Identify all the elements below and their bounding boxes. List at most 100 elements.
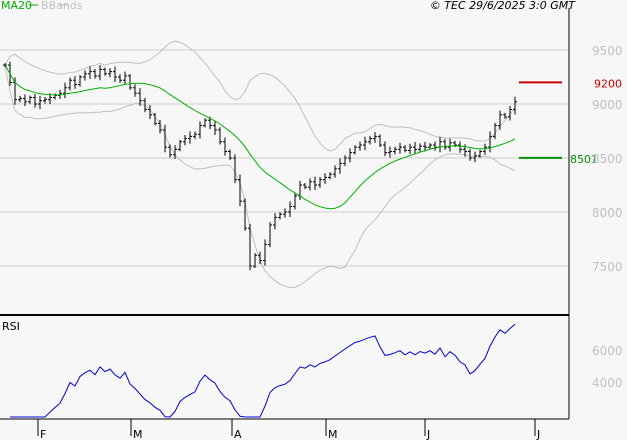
- ohlc-bar: [233, 154, 237, 184]
- ohlc-bar: [398, 142, 402, 154]
- ohlc-bar: [438, 136, 442, 153]
- price-tick-label: 7500: [592, 260, 623, 274]
- month-label: F: [40, 428, 46, 440]
- ohlc-bar: [353, 145, 357, 155]
- ohlc-bar: [103, 67, 107, 76]
- price-tick-label: 8000: [592, 206, 623, 220]
- ohlc-bar: [323, 173, 327, 184]
- ohlc-bar: [73, 75, 77, 89]
- ohlc-bar: [123, 71, 127, 85]
- ohlc-bar: [28, 95, 32, 104]
- ohlc-bar: [373, 132, 377, 143]
- ohlc-bar: [23, 94, 27, 107]
- ohlc-bar: [478, 149, 482, 158]
- ohlc-bar: [268, 222, 272, 248]
- ohlc-bar: [93, 68, 97, 79]
- ohlc-bar: [363, 136, 367, 151]
- ohlc-bar: [238, 174, 242, 207]
- ohlc-bar: [98, 65, 102, 81]
- ohlc-bar: [83, 70, 87, 81]
- rsi-line: [10, 323, 516, 418]
- ohlc-bar: [368, 135, 372, 145]
- ohlc-bar: [348, 148, 352, 163]
- month-label: J: [426, 428, 430, 440]
- ohlc-bar: [513, 96, 517, 115]
- ohlc-bar: [378, 134, 382, 147]
- ohlc-bar: [118, 74, 122, 83]
- ohlc-bar: [228, 149, 232, 160]
- resistance-level-label: 9200: [594, 77, 622, 90]
- ohlc-bar: [273, 213, 277, 230]
- ohlc-bar: [308, 178, 312, 191]
- ohlc-bar: [383, 141, 387, 157]
- month-label: J: [536, 428, 540, 440]
- ohlc-bar: [158, 119, 162, 134]
- price-tick-label: 8500: [592, 152, 623, 166]
- ohlc-bar: [503, 112, 507, 119]
- ohlc-bar: [18, 95, 22, 103]
- rsi-tick-label: 6000: [592, 344, 623, 358]
- ohlc-bar: [303, 183, 307, 190]
- ohlc-bar: [423, 141, 427, 152]
- ohlc-bar: [413, 142, 417, 155]
- ohlc-bar: [33, 94, 37, 108]
- ohlc-bar: [108, 68, 112, 78]
- ohlc-bar: [88, 66, 92, 79]
- ohlc-bar: [388, 146, 392, 158]
- ohlc-bar: [338, 158, 342, 174]
- ohlc-bar: [203, 118, 207, 128]
- month-label: A: [234, 428, 242, 440]
- ohlc-bar: [128, 73, 132, 90]
- ohlc-bar: [258, 251, 262, 265]
- bband-upper: [4, 40, 516, 152]
- ohlc-bar: [433, 141, 437, 151]
- ohlc-bar: [293, 193, 297, 210]
- ohlc-bar: [408, 143, 412, 154]
- ohlc-bar: [113, 66, 117, 83]
- month-label: M: [133, 428, 143, 440]
- ohlc-bar: [248, 223, 252, 271]
- ohlc-bar: [288, 201, 292, 218]
- ohlc-bar: [143, 98, 147, 113]
- ohlc-bar: [343, 155, 347, 167]
- ohlc-bar: [403, 145, 407, 153]
- ohlc-bar: [178, 139, 182, 152]
- ohlc-bar: [283, 208, 287, 218]
- ohlc-bar: [63, 82, 67, 99]
- ohlc-bar: [358, 141, 362, 151]
- month-label: M: [328, 428, 338, 440]
- ohlc-bar: [468, 148, 472, 161]
- ma20-line: [4, 64, 516, 210]
- ohlc-bar: [508, 105, 512, 121]
- ohlc-bar: [153, 112, 157, 126]
- ohlc-bar: [198, 121, 202, 139]
- ohlc-bar: [138, 88, 142, 106]
- rsi-tick-label: 4000: [592, 376, 623, 390]
- ohlc-bar: [428, 143, 432, 150]
- legend-ma20: MA20: [1, 0, 32, 12]
- ohlc-bar: [148, 105, 152, 120]
- ohlc-bar: [493, 122, 497, 140]
- support-level-label: 8501: [570, 153, 598, 166]
- ohlc-bar: [68, 77, 72, 91]
- ohlc-bar: [498, 110, 502, 130]
- ohlc-bar: [253, 253, 257, 268]
- ohlc-bar: [163, 124, 167, 153]
- ohlc-bar: [483, 143, 487, 156]
- ohlc-bar: [133, 84, 137, 97]
- ohlc-bar: [448, 138, 452, 152]
- ohlc-bar: [333, 165, 337, 178]
- ohlc-bar: [313, 176, 317, 191]
- ohlc-bar: [78, 75, 82, 87]
- ohlc-bar: [183, 135, 187, 146]
- ohlc-bar: [193, 131, 197, 140]
- ohlc-bar: [188, 131, 192, 144]
- ohlc-bar: [418, 143, 422, 153]
- ohlc-bar: [38, 95, 42, 110]
- ohlc-bar: [168, 144, 172, 158]
- ohlc-bar: [278, 212, 282, 220]
- price-tick-label: 9000: [592, 98, 623, 112]
- legend-bbands: BBands: [41, 0, 83, 12]
- rsi-label: RSI: [2, 320, 20, 333]
